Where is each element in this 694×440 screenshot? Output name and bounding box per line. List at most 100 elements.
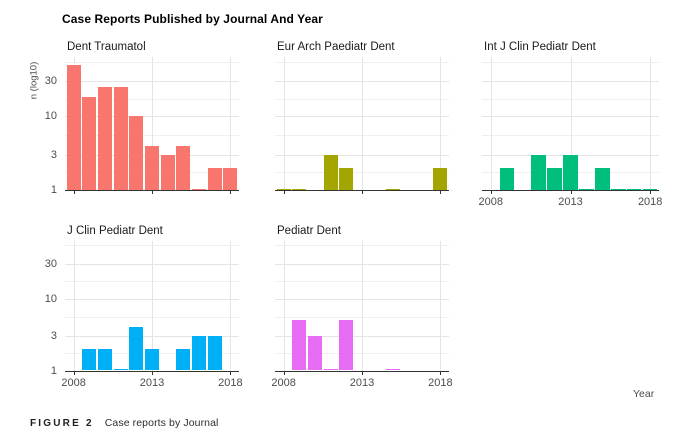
x-axis-tick — [650, 191, 652, 194]
x-axis-tick — [440, 371, 442, 375]
facet-title-pediatr-dent: Pediatr Dent — [277, 224, 341, 237]
x-axis-title: Year — [633, 388, 655, 400]
gridline-year — [152, 57, 153, 190]
x-axis-tick — [230, 191, 232, 194]
bar-2012 — [129, 116, 144, 190]
bar-2008 — [276, 188, 291, 190]
x-tick-label: 2008 — [478, 196, 504, 208]
facet-title-eur-arch-paediatr-dent: Eur Arch Paediatr Dent — [277, 40, 395, 53]
bar-2011 — [323, 154, 338, 190]
bar-2016 — [611, 188, 626, 190]
x-axis-tick — [362, 371, 363, 375]
x-tick-label: 2018 — [218, 376, 243, 389]
y-tick-label: 1 — [50, 364, 57, 377]
bar-2009 — [292, 320, 307, 371]
facet-panel-eur-arch-paediatr-dent — [275, 57, 449, 194]
bar-2011 — [113, 369, 128, 371]
facet-title-dent-traumatol: Dent Traumatol — [67, 40, 146, 53]
gridline-year — [490, 57, 492, 190]
x-axis-line — [482, 190, 659, 191]
x-axis-tick — [152, 371, 153, 375]
x-axis-tick — [362, 191, 363, 194]
bar-2017 — [207, 336, 222, 371]
bar-2010 — [97, 86, 112, 190]
x-axis-tick — [283, 191, 285, 194]
bar-2015 — [386, 369, 401, 371]
x-tick-label: 2008 — [61, 376, 86, 389]
bar-2018 — [433, 167, 448, 190]
gridline-year — [650, 57, 652, 190]
bar-2015 — [176, 348, 191, 371]
gridline-year — [440, 57, 442, 190]
bar-2011 — [323, 369, 338, 371]
x-axis-tick — [230, 371, 232, 375]
gridline-year — [283, 57, 285, 190]
y-tick-label: 3 — [50, 330, 57, 343]
bar-2009 — [82, 97, 97, 190]
gridline-year — [283, 241, 285, 371]
x-axis-tick — [73, 371, 75, 375]
x-tick-label: 2013 — [139, 376, 165, 389]
facet-title-int-j-clin-pediatr-dent: Int J Clin Pediatr Dent — [484, 40, 596, 53]
bar-2018 — [223, 167, 238, 190]
bar-2013 — [144, 145, 159, 190]
facet-title-j-clin-pediatr-dent: J Clin Pediatr Dent — [67, 224, 163, 237]
x-tick-label: 2013 — [558, 196, 583, 208]
facet-panel-dent-traumatol — [65, 57, 239, 194]
figure-caption-text: Case reports by Journal — [104, 417, 219, 429]
bar-2013 — [144, 348, 159, 371]
y-tick-label: 10 — [44, 292, 57, 305]
x-axis-line — [65, 370, 239, 372]
bar-2012 — [339, 320, 354, 371]
gridline-year — [570, 57, 572, 190]
figure-caption: FIGURE 2 Case reports by Journal — [30, 417, 219, 429]
bar-2009 — [292, 188, 307, 190]
gridline-year — [152, 241, 153, 371]
x-axis-line — [275, 370, 449, 372]
y-tick-label: 30 — [44, 74, 57, 87]
bar-2013 — [563, 154, 578, 190]
bar-2008 — [66, 64, 81, 190]
bar-2014 — [579, 188, 594, 190]
y-tick-label: 30 — [44, 258, 57, 271]
x-axis-line — [275, 190, 449, 191]
bar-2010 — [97, 348, 112, 371]
y-tick-label: 3 — [50, 148, 57, 161]
gridline-year — [73, 241, 75, 371]
gridline-year — [230, 241, 232, 371]
x-tick-label: 2018 — [637, 196, 663, 208]
x-tick-label: 2018 — [428, 376, 453, 389]
bar-2011 — [113, 86, 128, 190]
bar-2017 — [207, 167, 222, 190]
x-axis-tick — [570, 191, 572, 194]
bar-2010 — [307, 336, 322, 371]
bar-2014 — [160, 154, 175, 190]
bar-2011 — [531, 154, 546, 190]
bar-2009 — [499, 167, 514, 190]
bar-2012 — [547, 167, 562, 190]
bar-2015 — [595, 167, 610, 190]
bar-2012 — [129, 327, 144, 371]
bar-2016 — [192, 336, 207, 371]
x-axis-tick — [152, 191, 153, 194]
bar-2009 — [82, 348, 97, 371]
gridline-year — [362, 241, 363, 371]
x-tick-label: 2013 — [349, 376, 375, 389]
bar-2012 — [339, 167, 354, 190]
y-tick-label: 1 — [50, 184, 57, 196]
x-axis-tick — [440, 191, 442, 194]
x-axis-line — [65, 190, 239, 191]
facet-panel-int-j-clin-pediatr-dent — [482, 57, 659, 194]
bar-2018 — [643, 188, 658, 190]
bar-2015 — [176, 145, 191, 190]
bar-2016 — [192, 188, 207, 190]
figure-caption-label: FIGURE 2 — [30, 418, 94, 429]
gridline-year — [440, 241, 442, 371]
facet-panel-j-clin-pediatr-dent — [65, 241, 239, 375]
bar-2017 — [627, 188, 642, 190]
bar-2015 — [386, 188, 401, 190]
x-tick-label: 2008 — [271, 376, 296, 389]
x-axis-tick — [490, 191, 492, 194]
chart-title: Case Reports Published by Journal And Ye… — [62, 12, 323, 26]
